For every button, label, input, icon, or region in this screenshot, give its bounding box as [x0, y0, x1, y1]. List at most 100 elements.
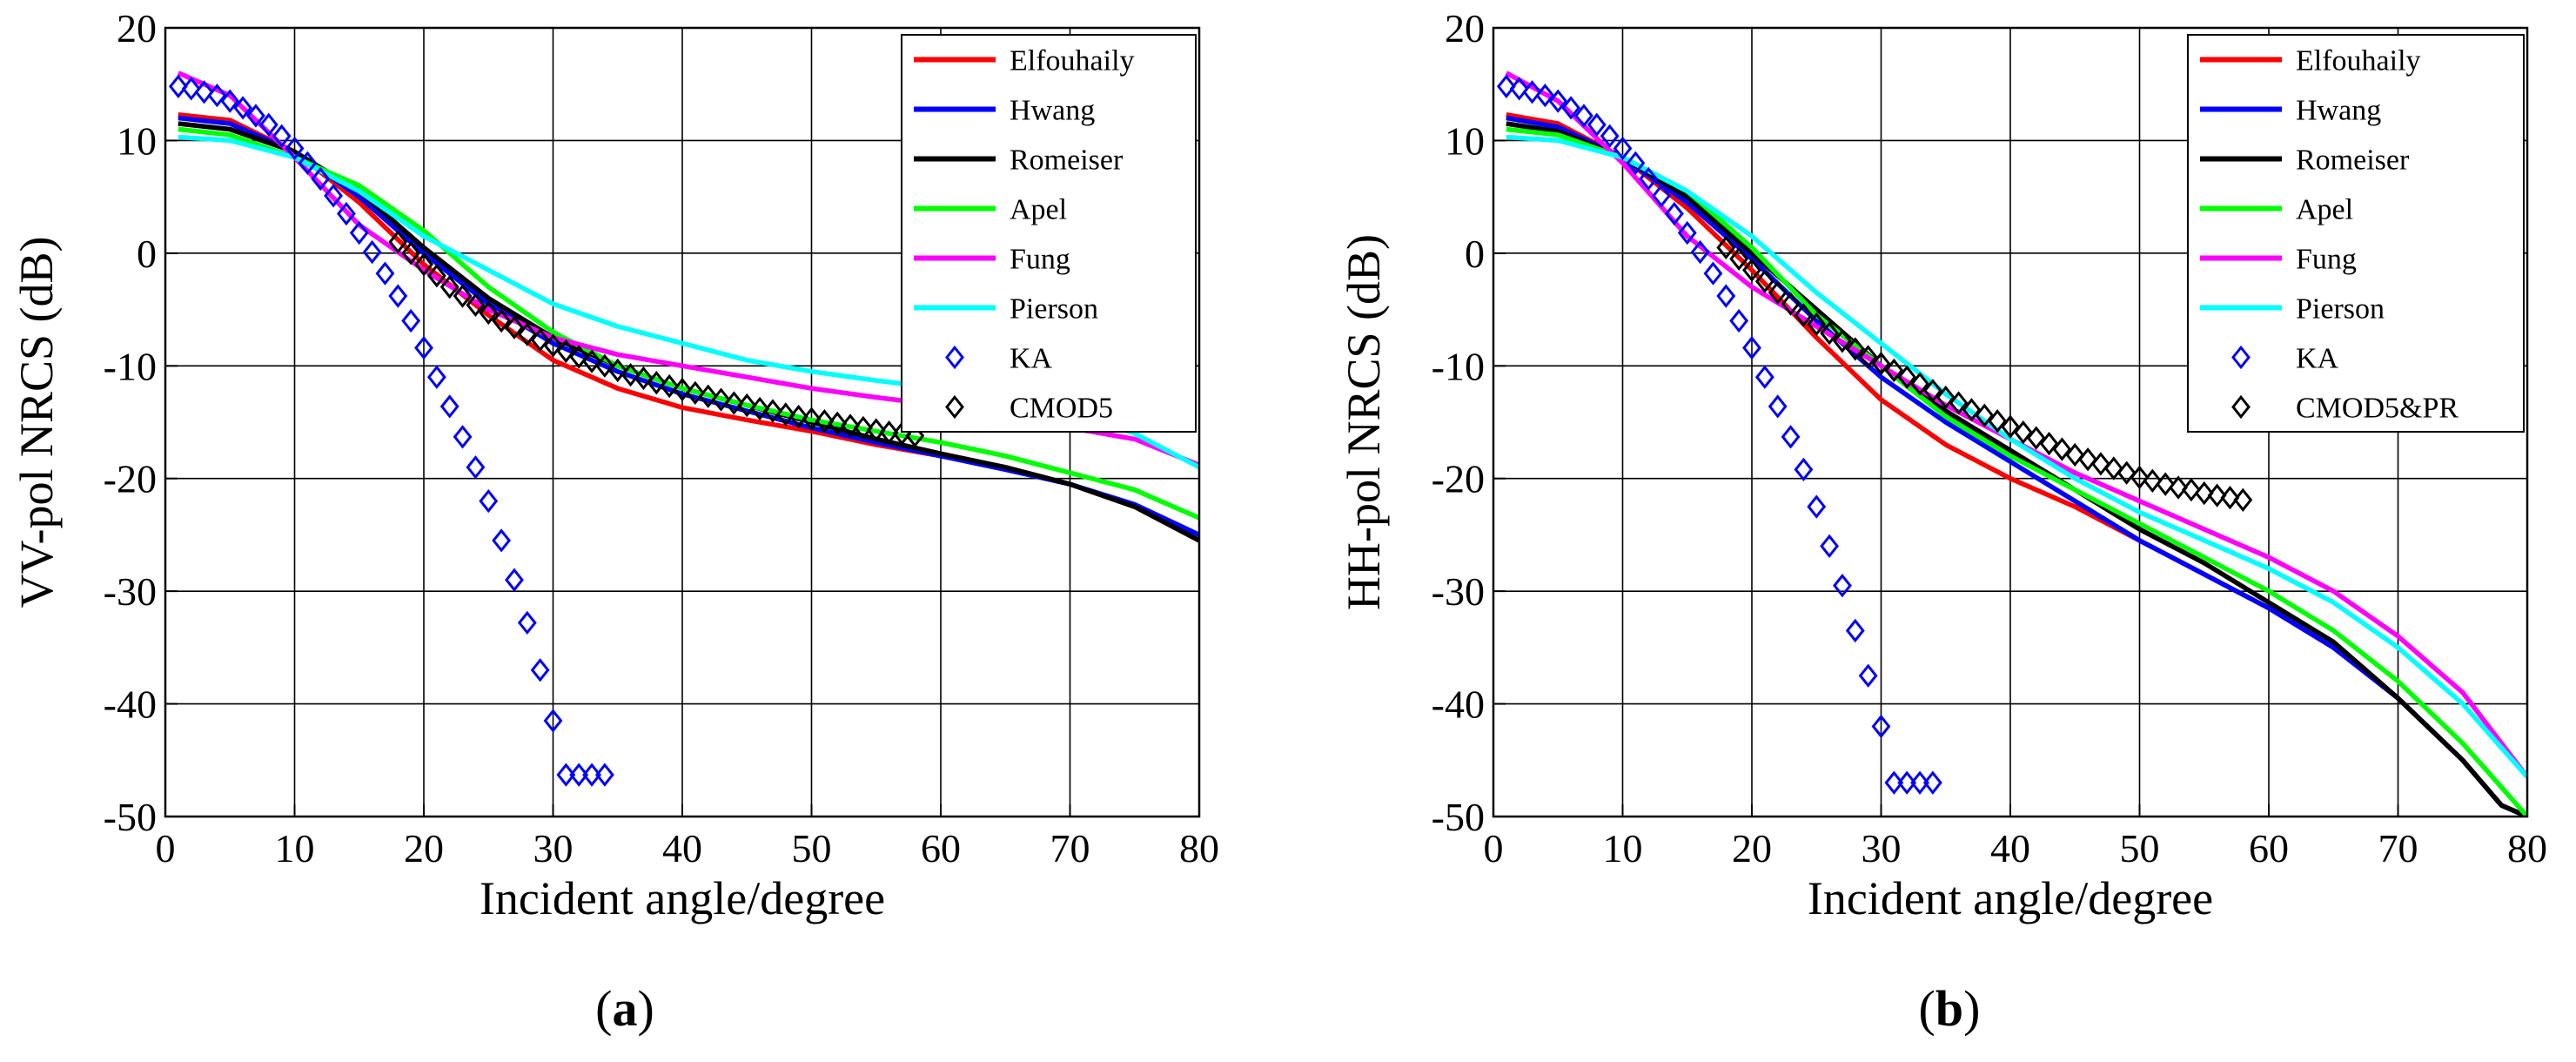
marker-cmod5-pr [1754, 269, 1774, 293]
legend-label-fung: Fung [1010, 244, 1070, 276]
marker-cmod5 [439, 275, 460, 299]
marker-ka [426, 365, 446, 389]
legend-label-apel: Apel [1010, 194, 1067, 226]
marker-cmod5 [414, 252, 433, 277]
legend-label-ka: KA [2296, 343, 2339, 375]
panel-a: 0 10 20 30 40 50 60 70 80 20 10 0 -10 -20 -30 -40 -50 Inc… [10, 6, 1219, 924]
legend-marker-cmod5-pr [2231, 394, 2251, 420]
marker-ka [1871, 714, 1891, 739]
marker-ka [569, 763, 589, 787]
y-tick-label: -50 [1432, 795, 1485, 839]
legend-label-hwang: Hwang [1010, 95, 1095, 127]
marker-ka [505, 568, 524, 592]
marker-cmod5-pr [2130, 465, 2150, 490]
x-tick-label: 80 [2507, 826, 2547, 870]
marker-ka [1509, 77, 1529, 101]
marker-cmod5 [543, 333, 563, 358]
marker-cmod5 [647, 371, 667, 395]
marker-ka [298, 151, 318, 175]
series-line-apel [178, 126, 1199, 521]
marker-ka [1690, 239, 1710, 265]
y-tick-label: -20 [1432, 457, 1485, 501]
marker-ka [168, 74, 188, 98]
legend-label-fung: Fung [2296, 244, 2357, 276]
marker-ka [1742, 335, 1761, 360]
x-tick-label: 0 [1484, 826, 1504, 870]
marker-cmod5-pr [1988, 409, 2008, 434]
x-tick-label: 10 [275, 826, 315, 870]
x-tick-label: 30 [533, 826, 574, 870]
marker-ka [1781, 425, 1801, 449]
marker-ka [1626, 151, 1646, 175]
marker-ka [492, 528, 512, 553]
marker-ka [1652, 184, 1671, 208]
marker-cmod5 [841, 413, 860, 438]
marker-cmod5 [660, 373, 680, 399]
marker-cmod5 [594, 353, 614, 378]
marker-cmod5 [775, 402, 795, 427]
marker-ka [530, 658, 550, 682]
marker-cmod5-pr [1858, 345, 1878, 369]
y-tick-label: -30 [1432, 569, 1485, 614]
x-axis-label: Incident angle/degree [480, 872, 885, 924]
x-axis-label: Incident angle/degree [1808, 872, 2213, 924]
marker-ka [1922, 770, 1942, 795]
marker-cmod5-pr [2169, 475, 2188, 500]
marker-ka [1910, 770, 1929, 795]
marker-ka [439, 394, 460, 419]
marker-cmod5 [711, 387, 731, 412]
marker-cmod5 [750, 396, 770, 421]
series-group [1496, 71, 2527, 817]
y-axis-label: VV-pol NRCS (dB) [10, 236, 63, 608]
marker-ka [453, 425, 473, 449]
legend-label-hwang: Hwang [2296, 95, 2381, 127]
marker-ka [1884, 770, 1904, 795]
legend-marker-cmod5 [945, 394, 964, 420]
caption-b: (b) [1919, 980, 1981, 1037]
marker-cmod5 [879, 420, 899, 445]
marker-cmod5 [479, 300, 499, 326]
marker-ka [401, 308, 421, 333]
marker-cmod5 [556, 339, 576, 364]
legend-box [901, 34, 1197, 433]
marker-ka [479, 488, 499, 514]
marker-ka [1677, 220, 1697, 245]
marker-cmod5-pr [2181, 478, 2201, 502]
marker-cmod5-pr [2039, 431, 2059, 456]
marker-ka [246, 104, 265, 128]
marker-cmod5-pr [1935, 385, 1955, 410]
marker-ka [349, 220, 369, 245]
x-tick-label: 20 [404, 826, 444, 870]
legend-label-pierson: Pierson [1010, 293, 1098, 326]
marker-ka [1574, 104, 1593, 128]
marker-cmod5 [388, 230, 408, 254]
marker-ka [1587, 112, 1607, 137]
marker-ka [375, 261, 395, 286]
marker-ka [1897, 770, 1917, 795]
legend-label-cmod5: CMOD5 [1010, 393, 1113, 425]
x-tick-label: 40 [1990, 826, 2030, 870]
caption-a: (a) [595, 980, 654, 1037]
marker-cmod5 [453, 284, 473, 308]
x-tick-label: 30 [1862, 826, 1902, 870]
marker-ka [582, 763, 601, 787]
marker-cmod5 [763, 399, 782, 423]
marker-cmod5 [788, 404, 808, 429]
marker-cmod5-pr [1716, 235, 1736, 260]
marker-ka [194, 80, 214, 104]
marker-cmod5 [724, 391, 744, 415]
marker-cmod5 [607, 358, 627, 383]
marker-ka [220, 89, 240, 113]
marker-ka [1820, 534, 1840, 559]
marker-cmod5-pr [2233, 487, 2253, 512]
marker-cmod5 [582, 349, 601, 373]
marker-cmod5-pr [1807, 312, 1827, 337]
marker-cmod5 [673, 377, 692, 402]
marker-ka [556, 763, 576, 787]
marker-ka [1535, 84, 1555, 108]
legend: Elfouhaily Hwang Romeiser Apel Fung Pierson KA… [901, 34, 1197, 433]
marker-ka [1833, 574, 1852, 598]
marker-ka [285, 136, 305, 161]
y-tick-label: -40 [1432, 682, 1485, 727]
